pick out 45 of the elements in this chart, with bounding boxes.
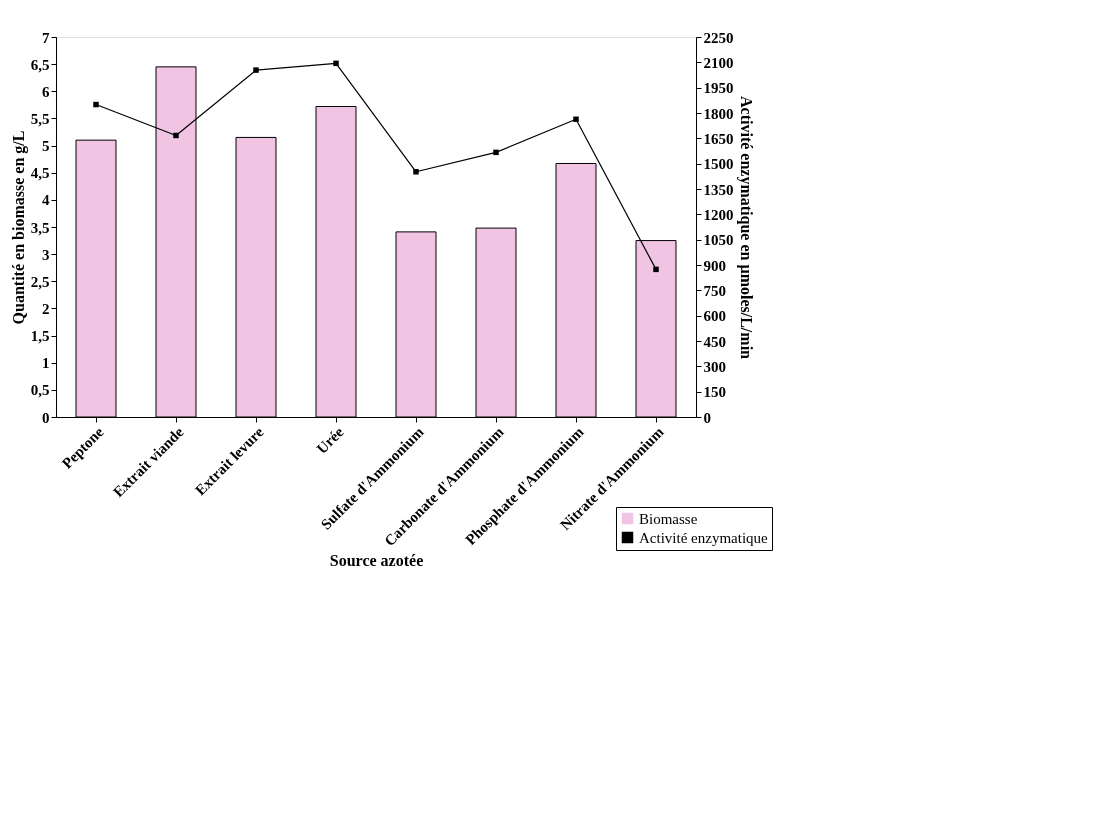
y-tick-label: 5,5 [30, 110, 50, 127]
y2-axis-title: Activité enzymatique en µmoles/L/min [736, 96, 755, 360]
point [493, 149, 499, 156]
y2-tick-label: 1950 [703, 80, 734, 97]
y-tick-label: 2 [42, 300, 50, 317]
y2-tick-label: 0 [703, 409, 711, 426]
point [333, 60, 339, 67]
y2-tick-label: 1500 [703, 156, 734, 173]
y-tick-label: 3 [42, 246, 50, 263]
y-tick-label: 1 [42, 355, 50, 372]
point [653, 266, 659, 273]
point [253, 67, 259, 73]
point [413, 169, 419, 175]
y2-tick-label: 1050 [703, 232, 734, 249]
y2-tick-label: 900 [703, 257, 726, 274]
y2-tick-label: 2250 [703, 29, 734, 46]
y2-tick-label: 1800 [703, 105, 734, 122]
y-tick-label: 0 [42, 409, 50, 426]
y2-tick-label: 600 [703, 308, 726, 325]
y2-tick-label: 1200 [703, 206, 734, 223]
point [93, 101, 99, 108]
y-tick-label: 4,5 [30, 165, 50, 182]
x-tick-label: Urée [313, 423, 347, 457]
y-tick-label: 1,5 [30, 328, 50, 345]
y-axis-title: Quantité en biomasse en g/L [9, 130, 28, 325]
y2-tick-label: 750 [703, 282, 726, 299]
y-tick-label: 3,5 [30, 219, 50, 236]
y2-tick-label: 450 [703, 333, 726, 350]
point [573, 116, 579, 122]
y2-tick-label: 150 [703, 384, 726, 401]
y-tick-label: 0,5 [30, 382, 50, 399]
y-tick-label: 7 [42, 29, 50, 46]
legend-label: Biomasse [639, 510, 698, 527]
y2-tick-label: 1650 [703, 130, 734, 147]
y2-tick-label: 300 [703, 358, 726, 375]
y2-tick-label: 1350 [703, 181, 734, 198]
x-axis-title: Source azotée [329, 552, 424, 570]
y-tick-label: 4 [42, 192, 50, 209]
y2-tick-label: 2100 [703, 54, 734, 71]
y-tick-label: 5 [42, 138, 50, 155]
legend-label: Activité enzymatique [639, 529, 769, 546]
y-tick-label: 2,5 [30, 273, 50, 290]
y-tick-label: 6,5 [30, 56, 50, 73]
point [173, 132, 179, 139]
y-tick-label: 6 [42, 83, 50, 100]
